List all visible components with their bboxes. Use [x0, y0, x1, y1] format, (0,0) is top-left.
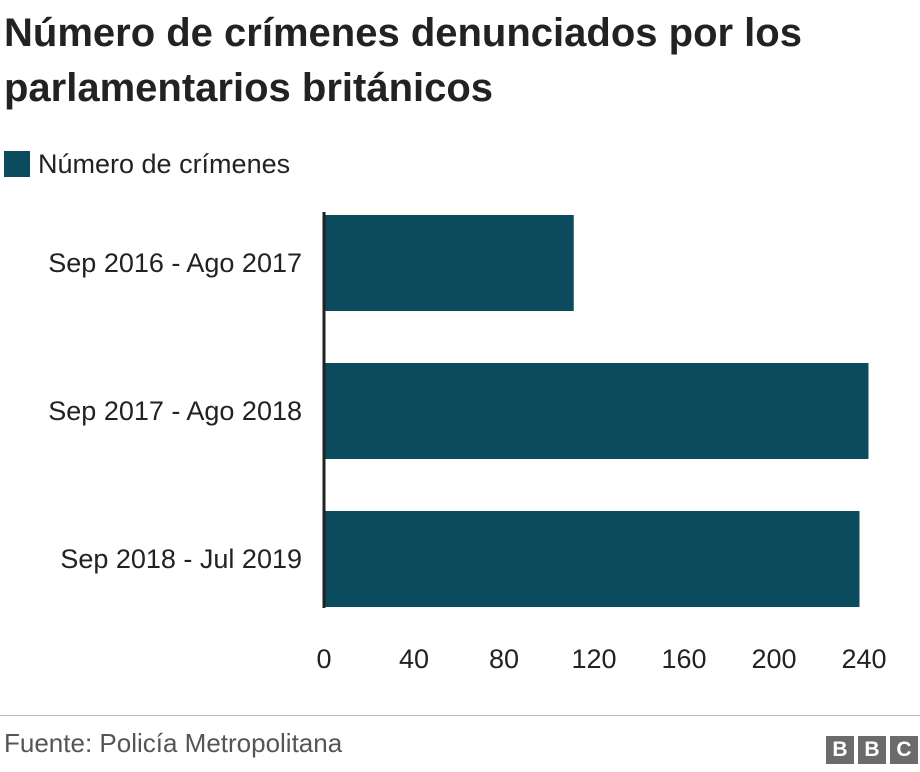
bars-layer: [325, 215, 869, 607]
bar-2: [325, 363, 869, 459]
x-tick-label-3: 80: [489, 644, 519, 674]
x-tick-label-6: 200: [751, 644, 796, 674]
bar-3: [325, 511, 860, 607]
legend-swatch: [4, 151, 30, 177]
category-label-2: Sep 2017 - Ago 2018: [48, 396, 302, 426]
footer-divider: [0, 715, 920, 716]
bar-1: [325, 215, 574, 311]
legend-label: Número de crímenes: [38, 148, 291, 179]
logo-letter-1: B: [826, 736, 854, 764]
x-tick-label-1: 0: [316, 644, 331, 674]
chart-title: Número de crímenes denunciados por los p…: [4, 11, 802, 110]
category-label-1: Sep 2016 - Ago 2017: [48, 248, 302, 278]
x-tick-label-4: 120: [571, 644, 616, 674]
source-note: Fuente: Policía Metropolitana: [4, 728, 343, 758]
legend: Número de crímenes: [4, 148, 290, 180]
tick-labels-layer: 0 40 80 120 160 200 240: [316, 644, 886, 674]
x-tick-label-5: 160: [661, 644, 706, 674]
bbc-logo: B B C: [826, 736, 918, 764]
logo-letter-3: C: [890, 736, 918, 764]
category-labels-layer: Sep 2016 - Ago 2017 Sep 2017 - Ago 2018 Se…: [48, 248, 302, 574]
logo-letter-2: B: [858, 736, 886, 764]
x-tick-label-7: 240: [841, 644, 886, 674]
x-tick-label-2: 40: [399, 644, 429, 674]
category-label-3: Sep 2018 - Jul 2019: [60, 544, 302, 574]
bar-chart: Sep 2016 - Ago 2017 Sep 2017 - Ago 2018 Se…: [48, 212, 887, 674]
